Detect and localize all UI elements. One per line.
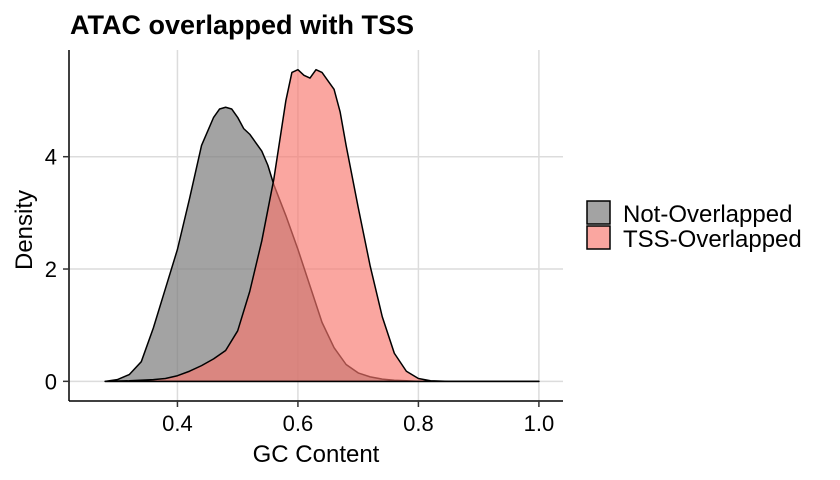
legend-label-0: Not-Overlapped <box>623 201 792 228</box>
x-tick-label-3: 1.0 <box>524 411 555 436</box>
y-tick-label-2: 4 <box>45 145 57 170</box>
legend-key-0 <box>587 201 610 224</box>
chart-title: ATAC overlapped with TSS <box>70 10 414 40</box>
x-tick-label-2: 0.8 <box>403 411 434 436</box>
y-tick-label-1: 2 <box>45 257 57 282</box>
y-tick-label-0: 0 <box>45 369 57 394</box>
x-tick-label-0: 0.4 <box>162 411 193 436</box>
legend-label-1: TSS-Overlapped <box>623 226 802 253</box>
x-tick-label-1: 0.6 <box>283 411 314 436</box>
y-axis-title: Density <box>11 190 38 270</box>
legend-key-1 <box>587 226 610 249</box>
x-axis-title: GC Content <box>253 441 380 468</box>
density-areas <box>105 70 539 382</box>
